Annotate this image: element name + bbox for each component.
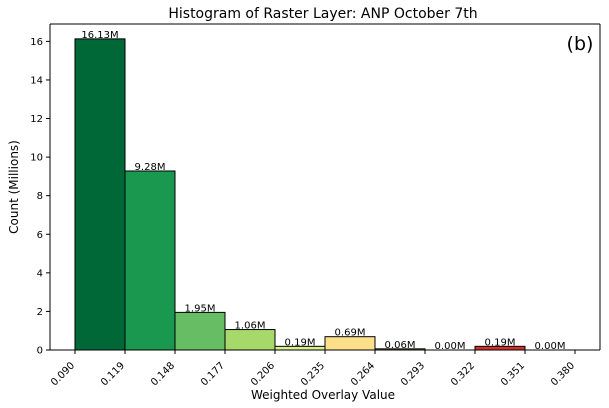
x-tick-label: 0.148 xyxy=(149,360,177,388)
chart-title: Histogram of Raster Layer: ANP October 7… xyxy=(168,6,477,22)
y-tick-label: 6 xyxy=(37,230,43,241)
y-tick-label: 12 xyxy=(30,114,43,125)
y-tick-label: 10 xyxy=(30,153,43,164)
histogram-bar xyxy=(74,38,126,351)
plot-area: 16.13M 9.28M 1.95M 1.06M 0.19M 0.69M 0.06M 0.00… xyxy=(30,23,601,388)
x-tick-label: 0.235 xyxy=(299,360,327,388)
bar-labels-group: 16.13M 9.28M 1.95M 1.06M 0.19M 0.69M 0.06M 0.00… xyxy=(81,30,565,352)
bar-value-label: 0.69M xyxy=(335,328,366,339)
y-ticks-group: 0 2 4 6 8 10 12 14 16 xyxy=(30,37,50,357)
x-axis-title: Weighted Overlay Value xyxy=(251,388,395,402)
y-tick-label: 8 xyxy=(37,191,43,202)
x-tick-label: 0.293 xyxy=(399,360,427,388)
panel-label: (b) xyxy=(567,33,594,55)
histogram-bar xyxy=(224,329,276,351)
y-tick-label: 0 xyxy=(37,346,43,357)
bar-value-label: 1.95M xyxy=(185,303,216,314)
bar-value-label: 16.13M xyxy=(81,30,118,41)
y-tick-label: 4 xyxy=(37,268,43,279)
x-tick-label: 0.380 xyxy=(549,360,577,388)
histogram-bar xyxy=(174,311,226,351)
y-tick-label: 16 xyxy=(30,37,43,48)
y-tick-label: 14 xyxy=(30,75,43,86)
bar-value-label: 9.28M xyxy=(135,162,166,173)
x-tick-label: 0.351 xyxy=(499,360,527,388)
bar-value-label: 0.06M xyxy=(385,340,416,351)
x-tick-label: 0.177 xyxy=(199,360,227,388)
x-tick-label: 0.322 xyxy=(449,360,477,388)
bars-group xyxy=(74,38,526,351)
x-tick-label: 0.090 xyxy=(49,360,77,388)
x-tick-label: 0.206 xyxy=(249,360,277,388)
bar-value-label: 0.00M xyxy=(535,341,566,352)
histogram-bar xyxy=(124,170,176,351)
x-tick-label: 0.264 xyxy=(349,360,377,388)
bar-value-label: 0.19M xyxy=(485,337,516,348)
x-ticks-group: 0.090 0.119 0.148 0.177 0.206 0.235 0.264 0.293… xyxy=(49,350,577,388)
bar-value-label: 0.00M xyxy=(435,341,466,352)
x-tick-label: 0.119 xyxy=(99,360,127,388)
y-tick-label: 2 xyxy=(37,307,43,318)
y-axis-title: Count (Millions) xyxy=(7,140,21,234)
bar-value-label: 1.06M xyxy=(235,321,266,332)
bar-value-label: 0.19M xyxy=(285,337,316,348)
